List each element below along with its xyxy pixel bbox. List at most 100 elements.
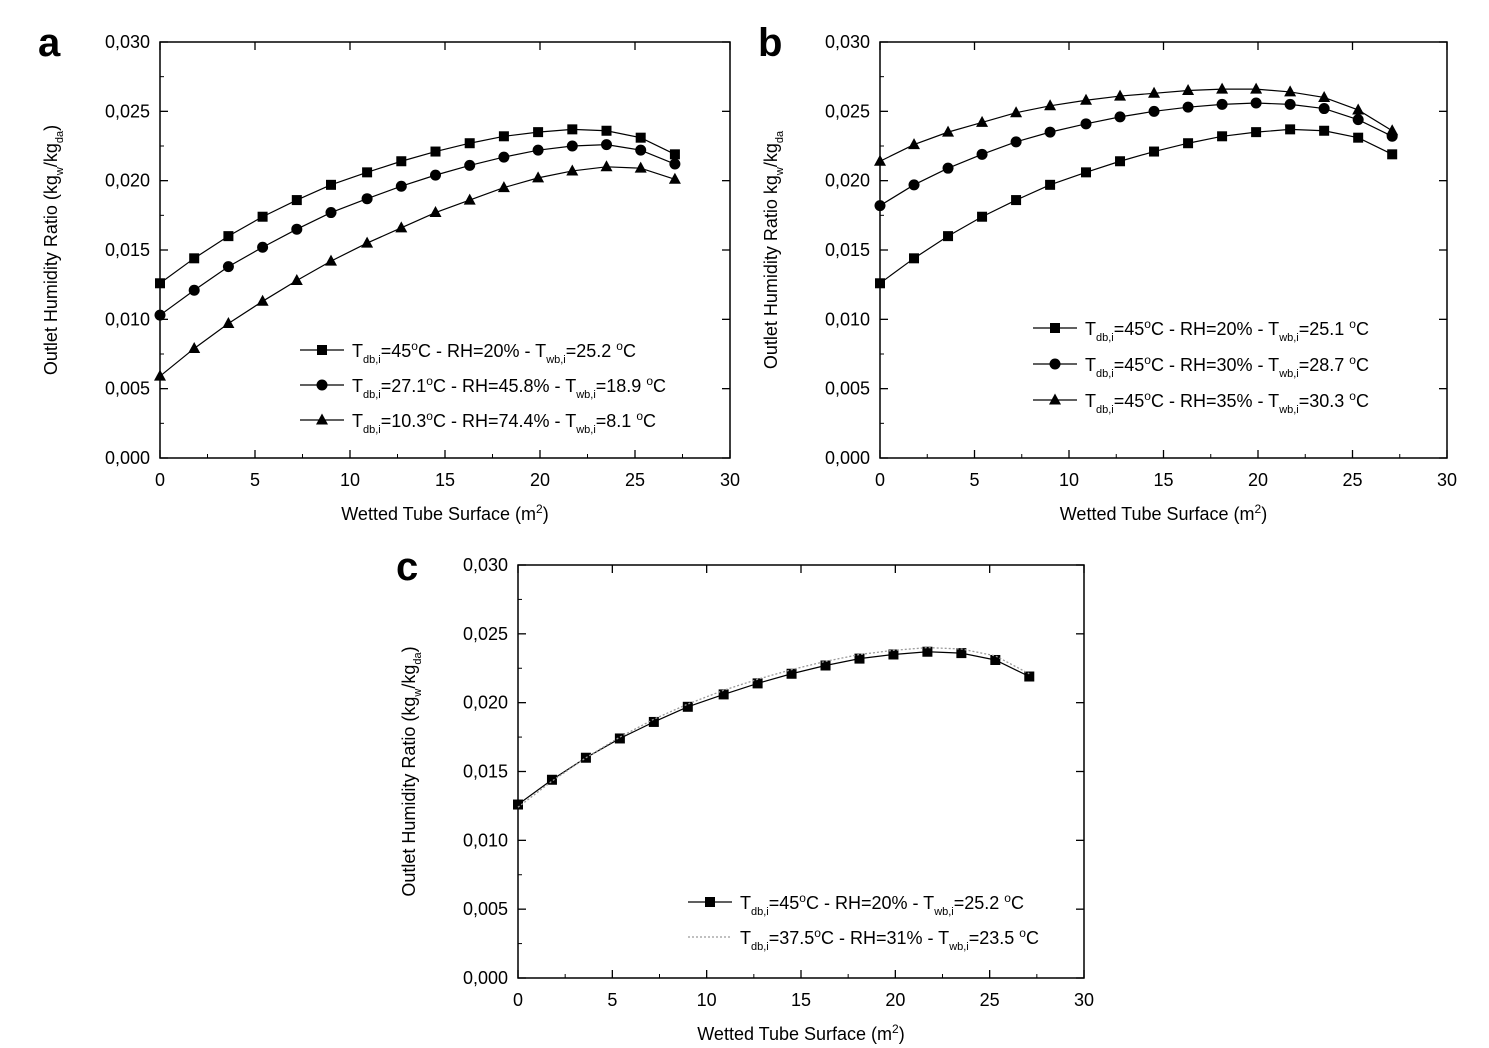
data-point: [325, 207, 337, 219]
data-point: [326, 179, 336, 190]
data-point: [990, 654, 1001, 665]
data-point: [1024, 671, 1035, 682]
chart-panel-b: b 0 5 10 15 20 25 30 0,000 0,005 0,010 0,015 0,020 0,…: [758, 21, 1457, 524]
x-axis-title: Wetted Tube Surface (m2): [697, 1022, 904, 1044]
legend-entry: Tdb,i=10.3oC - RH=74.4% - Twb,i=8.1 oC: [300, 409, 656, 436]
data-point: [497, 181, 510, 193]
data-point: [429, 206, 442, 218]
data-point: [874, 154, 886, 166]
data-point: [752, 678, 763, 689]
y-tick-label: 0,025: [825, 101, 870, 121]
data-point: [1319, 125, 1330, 136]
data-point: [1251, 127, 1262, 138]
legend-label: Tdb,i=37.5oC - RH=31% - Twb,i=23.5 oC: [740, 926, 1039, 953]
data-point: [498, 151, 510, 163]
data-point: [1216, 82, 1229, 94]
data-point: [154, 309, 166, 321]
legend-entry: Tdb,i=27.1oC - RH=45.8% - Twb,i=18.9 oC: [300, 374, 666, 401]
x-tick-label: 25: [980, 990, 1000, 1010]
y-tick-label: 0,025: [105, 101, 150, 121]
legend-marker: [316, 379, 328, 391]
data-point: [1114, 89, 1127, 101]
data-point: [222, 261, 234, 273]
legend-label: Tdb,i=27.1oC - RH=45.8% - Twb,i=18.9 oC: [352, 374, 666, 401]
series-line: [159, 128, 676, 284]
data-point: [942, 162, 954, 174]
data-point: [635, 132, 646, 143]
data-point: [1081, 167, 1092, 178]
data-point: [1318, 103, 1330, 115]
data-point: [614, 733, 625, 744]
y-tick-label: 0,000: [105, 448, 150, 468]
panel-letter: c: [396, 545, 418, 589]
data-point: [888, 649, 899, 660]
y-tick-label: 0,010: [463, 830, 508, 850]
data-point: [396, 156, 407, 167]
y-tick-label: 0,030: [463, 555, 508, 575]
x-tick-label: 15: [435, 470, 455, 490]
legend-marker: [1049, 393, 1061, 405]
y-tick-label: 0,015: [825, 240, 870, 260]
data-point: [1010, 106, 1023, 118]
data-point: [1387, 149, 1398, 160]
y-tick-label: 0,030: [105, 32, 150, 52]
data-point: [669, 158, 681, 170]
data-point: [361, 193, 373, 205]
legend-label: Tdb,i=45oC - RH=35% - Twb,i=30.3 oC: [1085, 389, 1369, 416]
data-point: [1044, 99, 1057, 111]
data-point: [1114, 111, 1126, 123]
data-point: [600, 160, 613, 172]
series-line: [159, 166, 676, 377]
data-point: [1115, 156, 1126, 167]
legend-entry: Tdb,i=45oC - RH=20% - Twb,i=25.2 oC: [300, 339, 636, 366]
y-tick-label: 0,030: [825, 32, 870, 52]
data-point: [291, 195, 302, 206]
data-point: [1352, 103, 1365, 115]
data-point: [635, 144, 647, 156]
x-tick-label: 30: [1074, 990, 1094, 1010]
data-point: [1250, 97, 1262, 109]
series-line: [517, 651, 1030, 806]
data-point: [430, 169, 441, 181]
data-point: [786, 668, 797, 679]
data-point: [1182, 84, 1195, 96]
data-point: [1217, 131, 1228, 142]
y-tick-label: 0,000: [463, 968, 508, 988]
x-tick-label: 5: [250, 470, 260, 490]
data-point: [601, 139, 612, 151]
series-1: [155, 124, 680, 289]
data-point: [257, 241, 269, 253]
y-tick-label: 0,005: [825, 379, 870, 399]
data-point: [188, 341, 201, 353]
data-point: [464, 138, 475, 149]
legend-marker: [1049, 358, 1061, 370]
x-tick-label: 5: [607, 990, 617, 1010]
x-tick-label: 30: [1437, 470, 1457, 490]
data-point: [1284, 85, 1297, 97]
legend-entry: Tdb,i=45oC - RH=20% - Twb,i=25.1 oC: [1033, 317, 1369, 344]
y-tick-label: 0,020: [105, 171, 150, 191]
legend-label: Tdb,i=45oC - RH=20% - Twb,i=25.1 oC: [1085, 317, 1369, 344]
x-tick-label: 0: [513, 990, 523, 1010]
data-point: [290, 274, 303, 286]
series-3: [154, 160, 681, 381]
legend-label: Tdb,i=45oC - RH=20% - Twb,i=25.2 oC: [740, 891, 1024, 918]
x-axis-title: Wetted Tube Surface (m2): [341, 502, 548, 524]
series-2: [874, 97, 1398, 212]
data-point: [1148, 86, 1161, 98]
y-tick-label: 0,015: [463, 762, 508, 782]
series-3: [874, 82, 1399, 166]
series-line: [159, 144, 676, 316]
legend-entry: Tdb,i=45oC - RH=35% - Twb,i=30.3 oC: [1033, 389, 1369, 416]
data-point: [1386, 124, 1399, 136]
series-line: [879, 102, 1393, 207]
data-point: [601, 125, 612, 136]
y-tick-label: 0,020: [463, 693, 508, 713]
x-tick-label: 10: [697, 990, 717, 1010]
data-point: [154, 369, 166, 381]
legend-entry: Tdb,i=45oC - RH=30% - Twb,i=28.7 oC: [1033, 353, 1369, 380]
plot-frame: [517, 564, 1085, 979]
legend-marker: [705, 897, 715, 907]
y-tick-label: 0,010: [825, 309, 870, 329]
